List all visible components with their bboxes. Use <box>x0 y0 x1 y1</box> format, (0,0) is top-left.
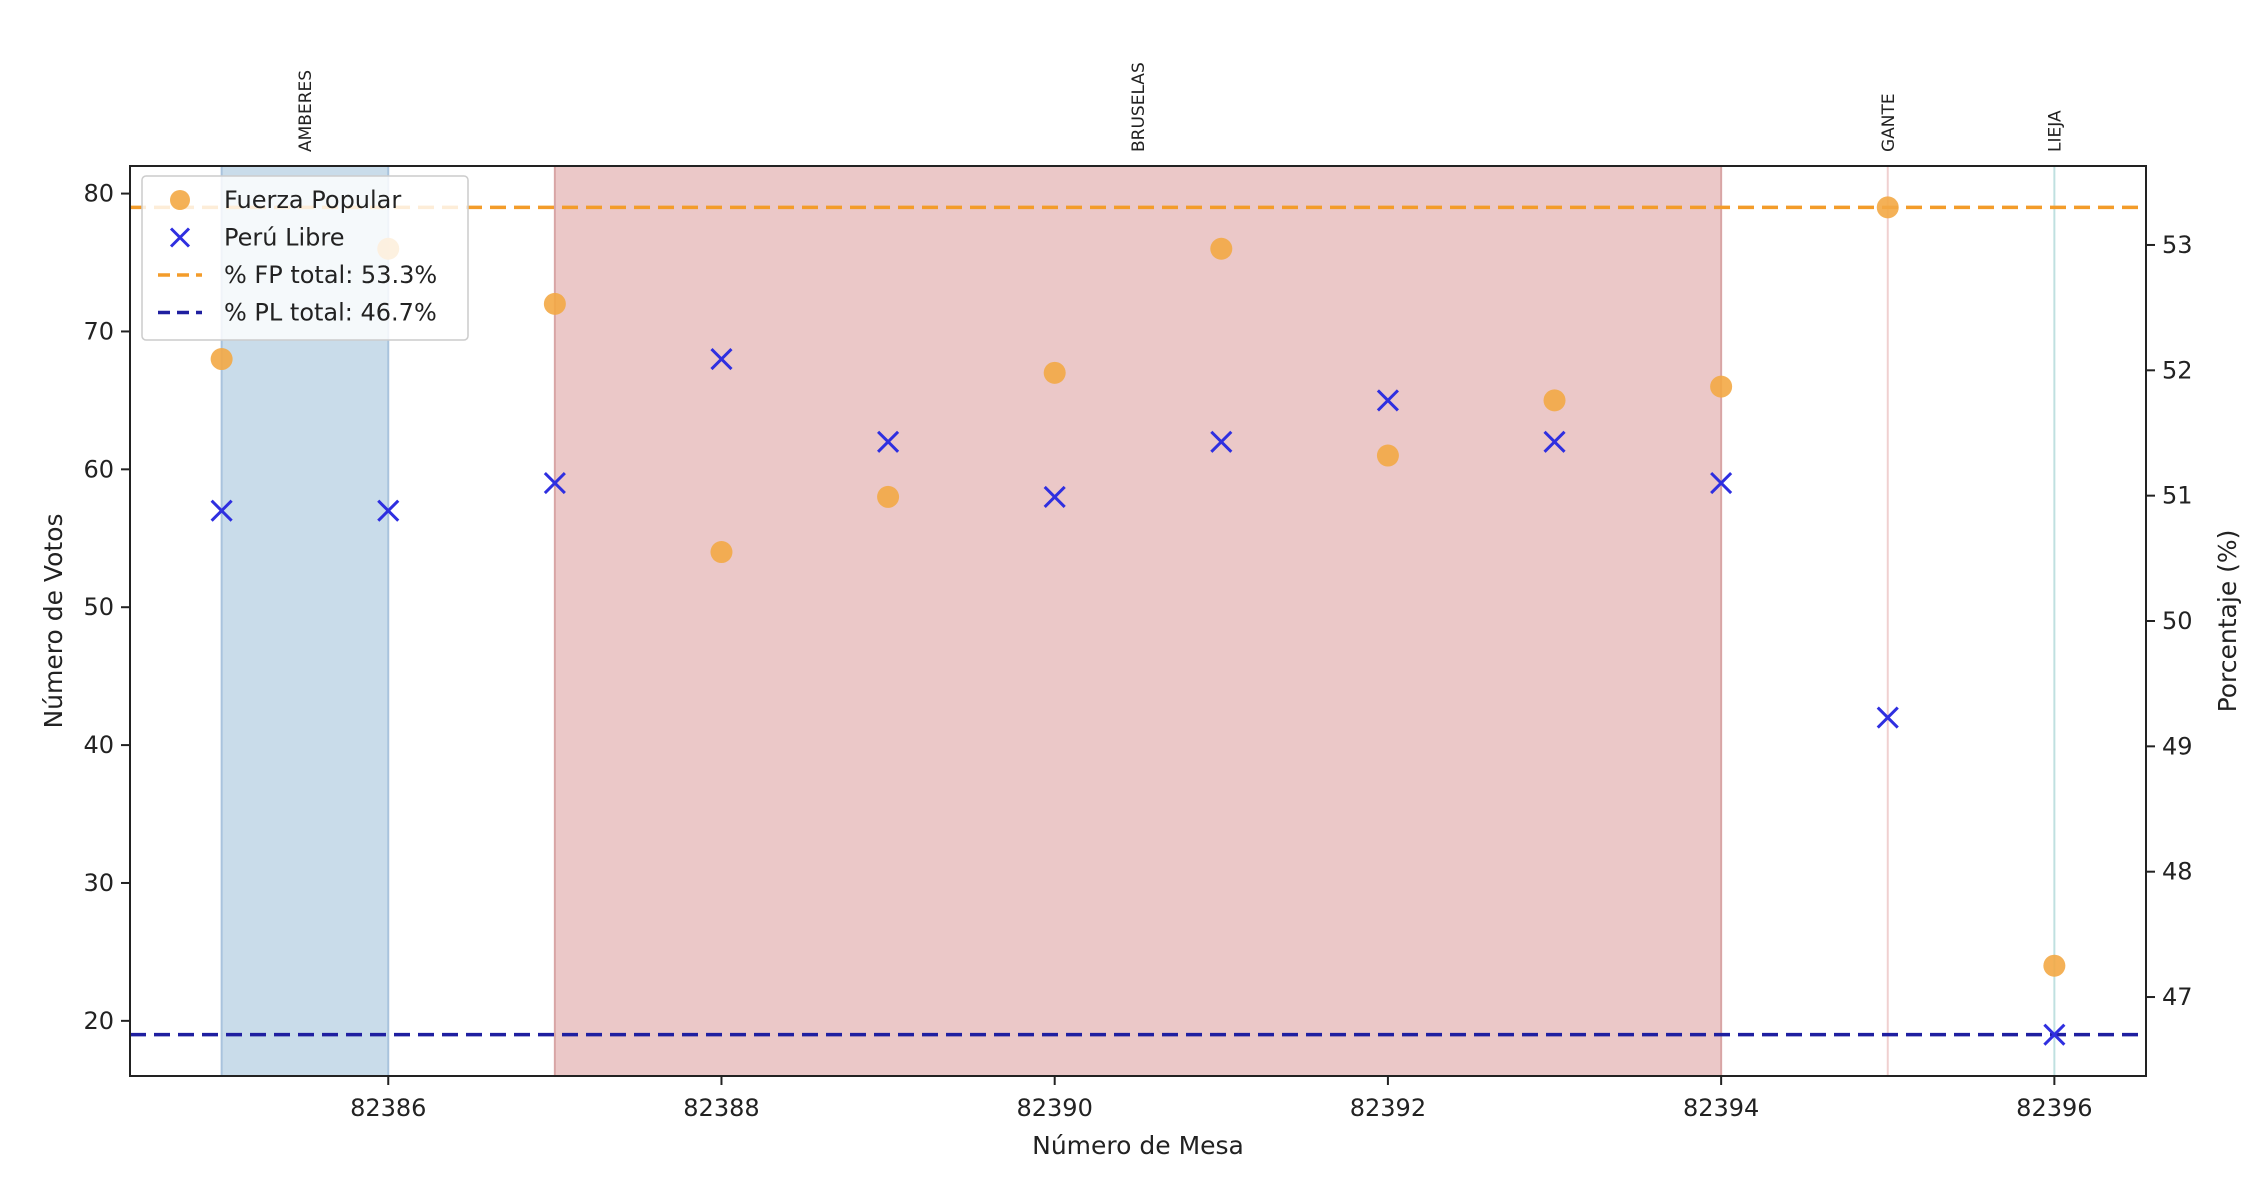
pl-point <box>1876 706 1899 729</box>
pl-point <box>877 430 900 453</box>
pl-point-stroke <box>1543 430 1566 453</box>
y-tick-label: 80 <box>83 180 114 208</box>
legend-label: Perú Libre <box>224 224 344 252</box>
x-axis-label: Número de Mesa <box>1032 1131 1244 1160</box>
pl-point <box>543 472 566 495</box>
x-tick-label: 82396 <box>2016 1094 2092 1122</box>
fp-point <box>877 485 900 508</box>
x-tick-label: 82392 <box>1350 1094 1426 1122</box>
legend-box <box>141 175 469 341</box>
pl-point <box>377 499 400 522</box>
y-tick-label: 40 <box>83 731 114 759</box>
pl-point <box>2043 1023 2066 1046</box>
pl-point <box>1043 485 1066 508</box>
region-label-lieja: LIEJA <box>2045 110 2065 152</box>
y-tick-label: 60 <box>83 455 114 483</box>
fp-point <box>710 541 733 564</box>
region-bands <box>220 165 2056 1077</box>
y-axis-right: 47 48 49 50 51 52 53 <box>2146 231 2193 1011</box>
x-tick-label: 82386 <box>350 1094 426 1122</box>
pl-point <box>1376 389 1399 412</box>
fp-point <box>1543 389 1566 412</box>
pl-point-stroke <box>877 430 900 453</box>
legend: Fuerza Popular Perú Libre % FP total: 53.3… <box>141 175 469 341</box>
legend-label: Fuerza Popular <box>224 186 401 214</box>
y2-tick-label: 53 <box>2162 231 2193 259</box>
pl-point <box>1543 430 1566 453</box>
fp-point <box>1710 375 1733 398</box>
y2-tick-label: 51 <box>2162 482 2193 510</box>
y2-tick-label: 48 <box>2162 858 2193 886</box>
pl-point <box>210 499 233 522</box>
y2-tick-label: 50 <box>2162 607 2193 635</box>
pl-point-stroke <box>2043 1023 2066 1046</box>
region-label-gante: GANTE <box>1879 93 1899 152</box>
pl-point-stroke <box>377 499 400 522</box>
pl-point-stroke <box>1376 389 1399 412</box>
pl-point-stroke <box>1710 472 1733 495</box>
fp-point <box>1376 444 1399 467</box>
pl-point-stroke <box>210 499 233 522</box>
pl-point-stroke <box>543 472 566 495</box>
pl-point-stroke <box>710 347 733 371</box>
y-tick-label: 70 <box>83 317 114 345</box>
y-axis-left: 20 30 40 50 60 70 80 <box>83 180 130 1035</box>
fp-point <box>2043 954 2066 977</box>
legend-marker-x <box>169 227 191 248</box>
fp-point <box>210 348 233 371</box>
fp-point <box>1043 361 1066 384</box>
y2-tick-label: 52 <box>2162 356 2193 384</box>
legend-label: % PL total: 46.7% <box>224 299 437 327</box>
legend-label: % FP total: 53.3% <box>224 261 437 289</box>
pl-point-stroke <box>1210 430 1233 453</box>
region-labels: AMBERES BRUSELAS GANTE LIEJA <box>296 62 2065 152</box>
y-axis-label: Número de Votos <box>39 513 68 728</box>
region-label-amberes: AMBERES <box>296 70 316 152</box>
x-axis: 82386 82388 82390 82392 82394 82396 <box>350 1076 2093 1122</box>
y2-tick-label: 49 <box>2162 732 2193 760</box>
region-band-bruselas <box>553 165 1723 1077</box>
pl-point <box>710 347 733 371</box>
y-tick-label: 30 <box>83 869 114 897</box>
legend-marker-circle <box>170 190 190 210</box>
y-tick-label: 20 <box>83 1007 114 1035</box>
pl-point <box>1710 472 1733 495</box>
pl-point-stroke <box>1043 485 1066 508</box>
x-tick-label: 82394 <box>1683 1094 1759 1122</box>
x-tick-label: 82388 <box>683 1094 759 1122</box>
y-tick-label: 50 <box>83 593 114 621</box>
fp-point <box>1210 237 1233 260</box>
region-label-bruselas: BRUSELAS <box>1129 62 1149 152</box>
y2-tick-label: 47 <box>2162 983 2193 1011</box>
fp-point <box>543 292 566 315</box>
pl-point <box>1210 430 1233 453</box>
x-tick-label: 82390 <box>1017 1094 1093 1122</box>
pl-point-stroke <box>1876 706 1899 729</box>
y-axis-right-label: Porcentaje (%) <box>2213 530 2242 713</box>
fp-point <box>1876 196 1899 219</box>
series-peru-libre <box>210 347 2066 1046</box>
